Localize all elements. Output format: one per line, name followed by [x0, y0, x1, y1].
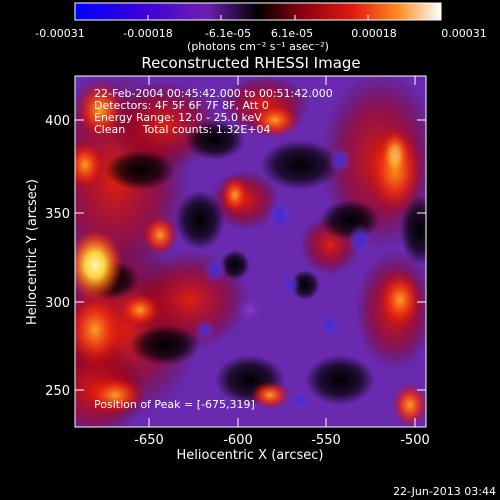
colorbar	[74, 2, 442, 21]
x-axis-label: Heliocentric X (arcsec)	[177, 448, 324, 463]
colorbar-tick-label: 0.00018	[351, 27, 397, 40]
y-axis-label: Heliocentric Y (arcsec)	[25, 179, 40, 325]
colorbar-tick-label: -6.1e-05	[205, 27, 251, 40]
colorbar-tick-marks	[74, 15, 442, 20]
y-tick-label: 350	[45, 207, 70, 222]
y-tick-label: 400	[45, 114, 70, 129]
info-line-clean-counts: Clean Total counts: 1.32E+04	[94, 123, 271, 136]
y-axis-ticks	[75, 119, 426, 391]
y-tick-label: 250	[45, 384, 70, 399]
x-tick-label: -600	[223, 433, 253, 448]
colorbar-unit-label: (photons cm⁻² s⁻¹ asec⁻²)	[187, 40, 329, 53]
colorbar-tick-label: 6.1e-05	[271, 27, 313, 40]
peak-position-label: Position of Peak = [-675,319]	[94, 398, 255, 411]
colorbar-tick-label: -0.00031	[35, 27, 84, 40]
colorbar-tick-label: -0.00018	[123, 27, 172, 40]
info-line-energy-range: Energy Range: 12.0 - 25.0 keV	[94, 111, 262, 124]
x-tick-label: -550	[311, 433, 341, 448]
image-title: Reconstructed RHESSI Image	[141, 54, 360, 72]
plot-frame	[74, 75, 427, 428]
footer-timestamp: 22-Jun-2013 03:44	[393, 485, 496, 498]
x-tick-label: -650	[134, 433, 164, 448]
colorbar-tick-label: 0.00031	[441, 27, 487, 40]
info-line-detectors: Detectors: 4F 5F 6F 7F 8F, Att 0	[94, 99, 269, 112]
x-tick-label: -500	[400, 433, 430, 448]
x-axis-ticks	[148, 76, 416, 427]
y-tick-label: 300	[45, 296, 70, 311]
info-line-time-range: 22-Feb-2004 00:45:42.000 to 00:51:42.000	[94, 87, 333, 100]
peak-hotspot	[75, 229, 123, 301]
flux-map-image	[75, 76, 426, 427]
